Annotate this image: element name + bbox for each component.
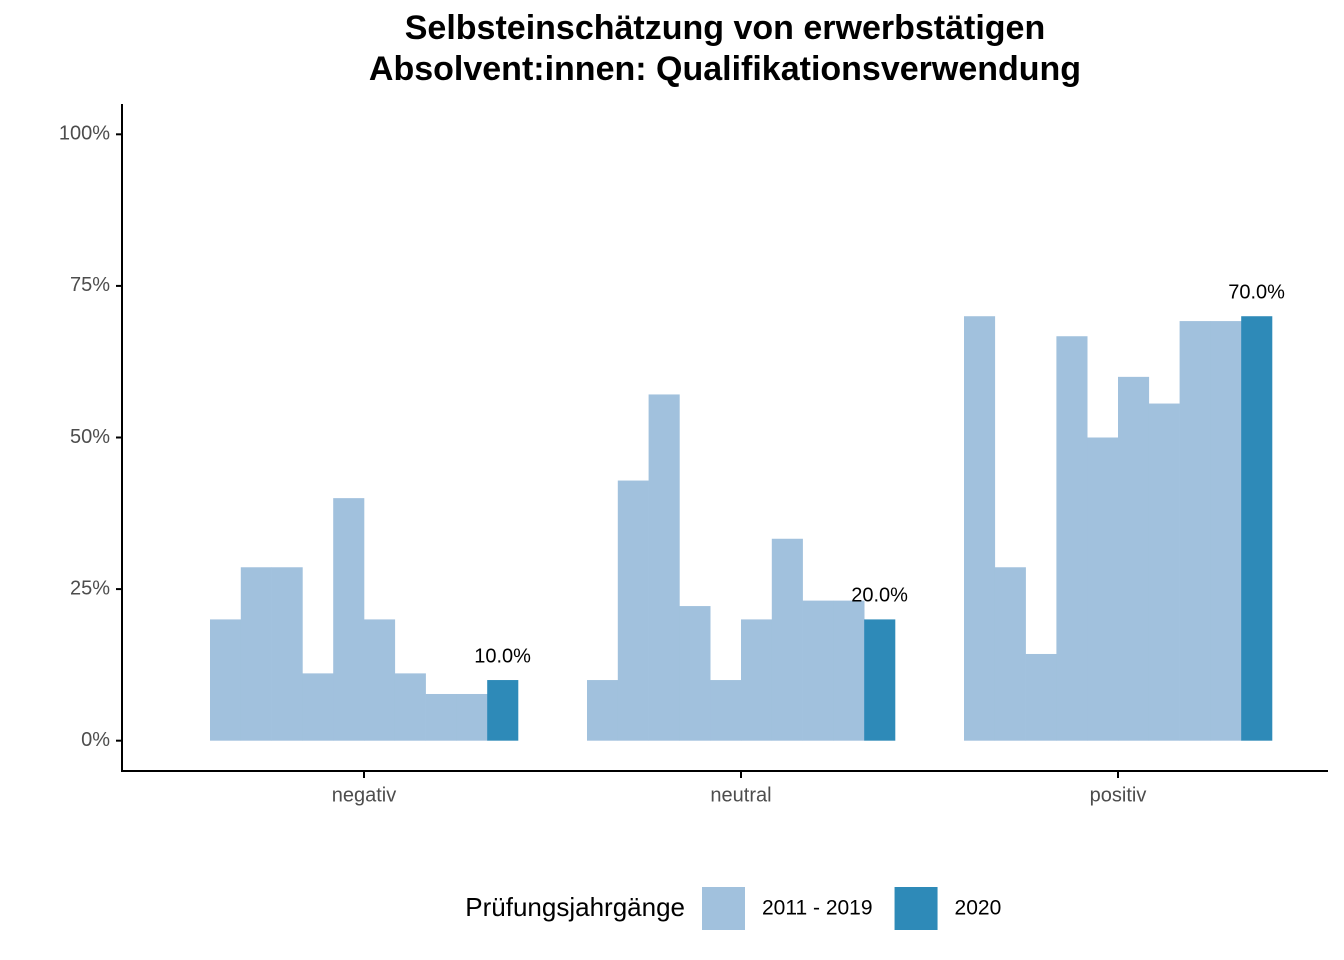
legend-label: 2011 - 2019 — [762, 897, 873, 920]
y-tick-label: 0% — [81, 729, 110, 751]
bar — [864, 619, 896, 741]
bar — [1118, 376, 1150, 741]
bar — [1087, 437, 1119, 741]
x-tick-label: neutral — [710, 784, 771, 806]
bar — [802, 600, 834, 741]
value-label: 70.0% — [1228, 282, 1285, 304]
legend-label: 2020 — [955, 897, 1002, 920]
bar — [1179, 321, 1211, 741]
legend-title: Prüfungsjahrgänge — [465, 892, 685, 922]
legend-key — [702, 887, 745, 930]
bar — [964, 316, 996, 741]
bar — [271, 567, 303, 741]
bar — [1025, 653, 1057, 741]
bar — [302, 673, 334, 741]
bar — [587, 680, 619, 741]
bar — [1056, 336, 1088, 741]
bar — [1210, 321, 1242, 741]
chart-title: Selbsteinschätzung von erwerbstätigen — [405, 9, 1045, 47]
bar — [1241, 316, 1273, 741]
bar — [617, 480, 649, 741]
y-tick-label: 100% — [59, 123, 110, 145]
bar — [364, 619, 396, 741]
bar — [710, 680, 742, 741]
bar — [833, 600, 865, 741]
x-tick-label: negativ — [332, 784, 397, 806]
bar — [425, 693, 457, 741]
bar — [333, 498, 365, 741]
bar — [456, 693, 488, 741]
x-tick-label: positiv — [1090, 784, 1147, 806]
chart-title: Absolvent:innen: Qualifikationsverwendun… — [369, 50, 1081, 88]
bar — [648, 394, 680, 741]
bar — [994, 567, 1026, 741]
bar — [394, 673, 426, 741]
y-tick-label: 25% — [70, 577, 110, 599]
y-tick-label: 75% — [70, 274, 110, 296]
y-tick-label: 50% — [70, 426, 110, 448]
bar — [771, 538, 803, 741]
bar — [210, 619, 242, 741]
bar — [240, 567, 272, 741]
legend-key — [894, 887, 938, 930]
value-label: 20.0% — [851, 585, 908, 607]
bar — [487, 680, 519, 741]
bar — [1148, 403, 1180, 741]
bar — [741, 619, 773, 741]
value-label: 10.0% — [474, 645, 531, 667]
bar — [679, 606, 711, 741]
